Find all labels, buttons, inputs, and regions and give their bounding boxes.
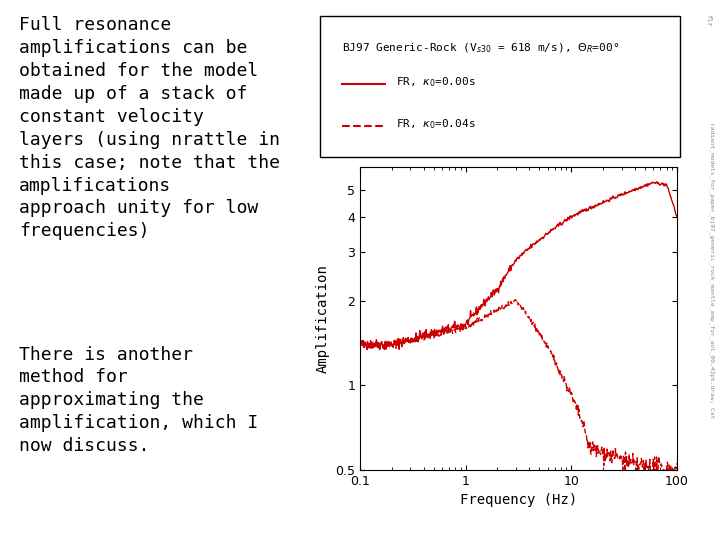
X-axis label: Frequency (Hz): Frequency (Hz) (460, 493, 577, 507)
Text: BJ97 Generic-Rock (V$_{s30}$ = 618 m/s), $\Theta_R$=00°: BJ97 Generic-Rock (V$_{s30}$ = 618 m/s),… (342, 42, 619, 55)
Y-axis label: Amplification: Amplification (315, 264, 330, 373)
Text: There is another
method for
approximating the
amplification, which I
now discuss: There is another method for approximatin… (19, 346, 258, 455)
Text: flr: flr (706, 14, 711, 26)
Text: Full resonance
amplifications can be
obtained for the model
made up of a stack o: Full resonance amplifications can be obt… (19, 16, 280, 240)
Text: radiant_models_for_paper_bj97_generic_rock_mantle_amp_for_aol_00.43pt.draw; Cat: radiant_models_for_paper_bj97_generic_ro… (709, 122, 715, 418)
Text: FR, $\kappa_0$=0.04s: FR, $\kappa_0$=0.04s (396, 117, 476, 131)
Text: FR, $\kappa_0$=0.00s: FR, $\kappa_0$=0.00s (396, 75, 476, 89)
